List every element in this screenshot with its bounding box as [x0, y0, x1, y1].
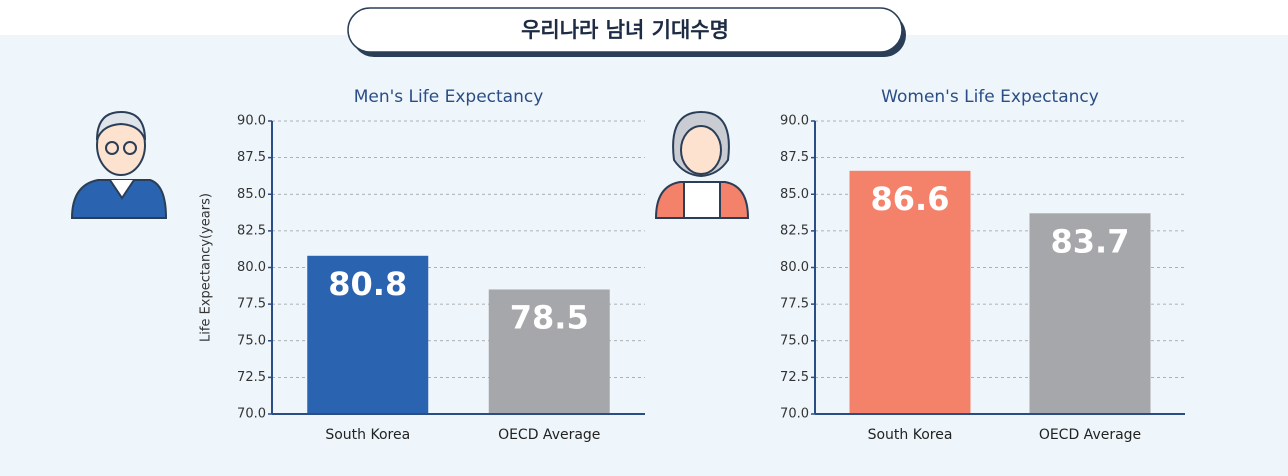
- y-tick-label: 70.0: [237, 407, 266, 422]
- y-tick-label: 75.0: [780, 333, 809, 348]
- value-label: 78.5: [510, 298, 589, 336]
- y-tick-label: 85.0: [237, 187, 266, 202]
- y-tick-label: 72.5: [237, 370, 266, 385]
- value-label: 80.8: [328, 265, 407, 303]
- y-tick-label: 72.5: [780, 370, 809, 385]
- y-tick-label: 85.0: [780, 187, 809, 202]
- y-tick-label: 90.0: [780, 114, 809, 129]
- x-tick-label: OECD Average: [1039, 427, 1141, 443]
- page: 우리나라 남녀 기대수명 Men's Life Expectancy Life E…: [0, 0, 1288, 476]
- chart-title: Women's Life Expectancy: [881, 87, 1099, 107]
- x-tick-label: South Korea: [868, 427, 953, 443]
- y-tick-label: 82.5: [237, 223, 266, 238]
- y-tick-label: 87.5: [237, 150, 266, 165]
- y-tick-label: 70.0: [780, 407, 809, 422]
- value-label: 86.6: [871, 180, 950, 218]
- y-tick-label: 77.5: [237, 297, 266, 312]
- x-tick-label: OECD Average: [498, 427, 600, 443]
- y-tick-label: 82.5: [780, 223, 809, 238]
- y-tick-label: 80.0: [780, 260, 809, 275]
- y-tick-label: 77.5: [780, 297, 809, 312]
- chart-title: Men's Life Expectancy: [354, 87, 544, 107]
- y-tick-label: 90.0: [237, 114, 266, 129]
- infographic: 우리나라 남녀 기대수명 Men's Life Expectancy Life E…: [0, 0, 1288, 476]
- y-tick-label: 75.0: [237, 333, 266, 348]
- y-tick-label: 87.5: [780, 150, 809, 165]
- x-tick-label: South Korea: [325, 427, 410, 443]
- y-axis-label: Life Expectancy(years): [199, 193, 214, 342]
- y-tick-label: 80.0: [237, 260, 266, 275]
- page-title: 우리나라 남녀 기대수명: [521, 18, 729, 42]
- value-label: 83.7: [1051, 222, 1130, 260]
